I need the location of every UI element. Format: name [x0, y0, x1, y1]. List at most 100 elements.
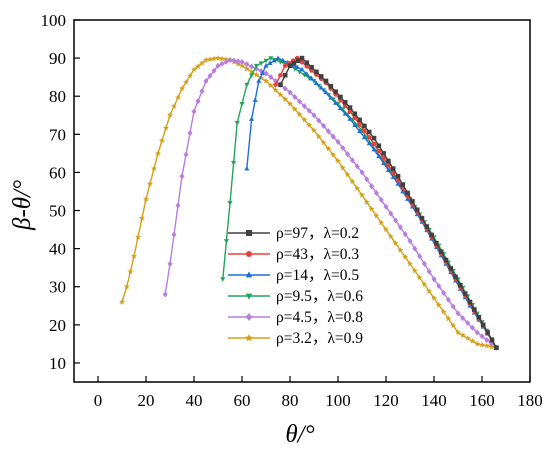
- data-point: [476, 314, 482, 320]
- data-point: [244, 82, 250, 88]
- x-axis-title: θ/°: [285, 421, 314, 448]
- data-point: [318, 85, 324, 90]
- data-point: [227, 57, 233, 64]
- y-axis-title: β-θ/°: [9, 180, 36, 231]
- data-point: [295, 58, 301, 63]
- data-point: [207, 72, 213, 79]
- series-star: [118, 54, 500, 351]
- data-point: [421, 281, 428, 288]
- data-point: [271, 57, 277, 63]
- data-point: [167, 260, 173, 267]
- data-point: [429, 232, 434, 238]
- data-point: [462, 291, 468, 296]
- data-point: [366, 140, 372, 146]
- data-point: [294, 64, 300, 70]
- data-point: [352, 122, 358, 128]
- series-square: [278, 55, 499, 351]
- data-point: [376, 143, 382, 149]
- data-point: [478, 341, 486, 348]
- data-point: [407, 238, 413, 245]
- data-point: [357, 122, 362, 127]
- data-point: [272, 86, 279, 93]
- data-point: [282, 96, 289, 102]
- legend-label: ρ=43，λ=0.3: [276, 246, 359, 263]
- data-point: [320, 139, 327, 146]
- y-tick-label: 40: [49, 240, 66, 259]
- data-point: [220, 277, 226, 282]
- data-point: [366, 135, 372, 140]
- data-point: [286, 100, 294, 107]
- data-point: [366, 129, 372, 135]
- data-point: [171, 231, 177, 238]
- x-tick-label: 20: [138, 391, 155, 410]
- data-point: [371, 135, 377, 141]
- data-point: [450, 303, 456, 310]
- data-point: [178, 85, 186, 92]
- data-point: [234, 121, 240, 126]
- data-point: [162, 124, 170, 131]
- data-point: [371, 146, 377, 152]
- data-point: [358, 192, 366, 198]
- legend-entry: ρ=14，λ=0.5: [228, 267, 359, 284]
- x-tick-label: 120: [373, 391, 399, 410]
- data-point: [330, 151, 337, 158]
- data-point: [292, 93, 298, 100]
- y-tick-label: 10: [49, 354, 66, 373]
- data-point: [183, 151, 189, 158]
- data-point: [485, 330, 490, 335]
- data-point: [150, 165, 158, 172]
- data-point: [258, 68, 264, 75]
- data-point: [282, 72, 288, 78]
- data-point: [323, 89, 329, 95]
- data-point: [342, 100, 348, 105]
- data-point: [426, 288, 433, 294]
- legend: ρ=97，λ=0.2 ρ=43，λ=0.3 ρ=14，λ=0.5 ρ=9.5，λ=0.…: [228, 225, 363, 347]
- data-point: [435, 301, 442, 308]
- y-tick-label: 100: [41, 11, 67, 30]
- data-point: [426, 268, 432, 275]
- data-point: [352, 115, 358, 121]
- data-point: [267, 60, 273, 66]
- data-point: [454, 329, 462, 336]
- data-point: [405, 190, 410, 196]
- ticks-layer: 0 20 40 60 80 100 120 140 160 180 10 20 30 40 50 60 70 80…: [41, 11, 543, 410]
- data-point: [368, 205, 375, 212]
- data-point: [448, 266, 454, 271]
- data-point: [123, 283, 130, 290]
- legend-label: ρ=14，λ=0.5: [276, 267, 359, 284]
- y-tick-label: 50: [49, 202, 66, 221]
- data-point: [227, 201, 233, 206]
- data-point: [179, 173, 185, 180]
- data-point: [249, 73, 255, 79]
- data-point: [191, 108, 197, 115]
- data-point: [323, 78, 329, 84]
- data-point: [489, 337, 495, 343]
- data-point: [386, 163, 391, 168]
- data-point: [263, 58, 269, 64]
- data-point: [388, 210, 394, 217]
- data-point: [363, 198, 370, 205]
- data-point: [267, 82, 274, 89]
- data-point: [373, 212, 380, 219]
- data-point: [361, 134, 367, 140]
- data-point: [203, 77, 209, 84]
- data-point: [347, 105, 353, 110]
- data-point: [325, 145, 332, 152]
- data-point: [421, 260, 427, 267]
- data-point: [378, 219, 385, 226]
- data-point: [199, 88, 205, 95]
- data-point: [235, 58, 241, 65]
- data-point: [411, 267, 418, 274]
- data-point: [253, 63, 259, 69]
- data-point: [239, 101, 245, 107]
- plot-area-border: [73, 19, 531, 383]
- data-point: [218, 55, 226, 62]
- data-point: [344, 171, 351, 178]
- data-point: [376, 148, 382, 154]
- data-point: [268, 56, 274, 61]
- data-point: [458, 282, 463, 288]
- legend-label: ρ=97，λ=0.2: [276, 225, 359, 242]
- data-point: [357, 128, 363, 134]
- data-point: [445, 315, 452, 322]
